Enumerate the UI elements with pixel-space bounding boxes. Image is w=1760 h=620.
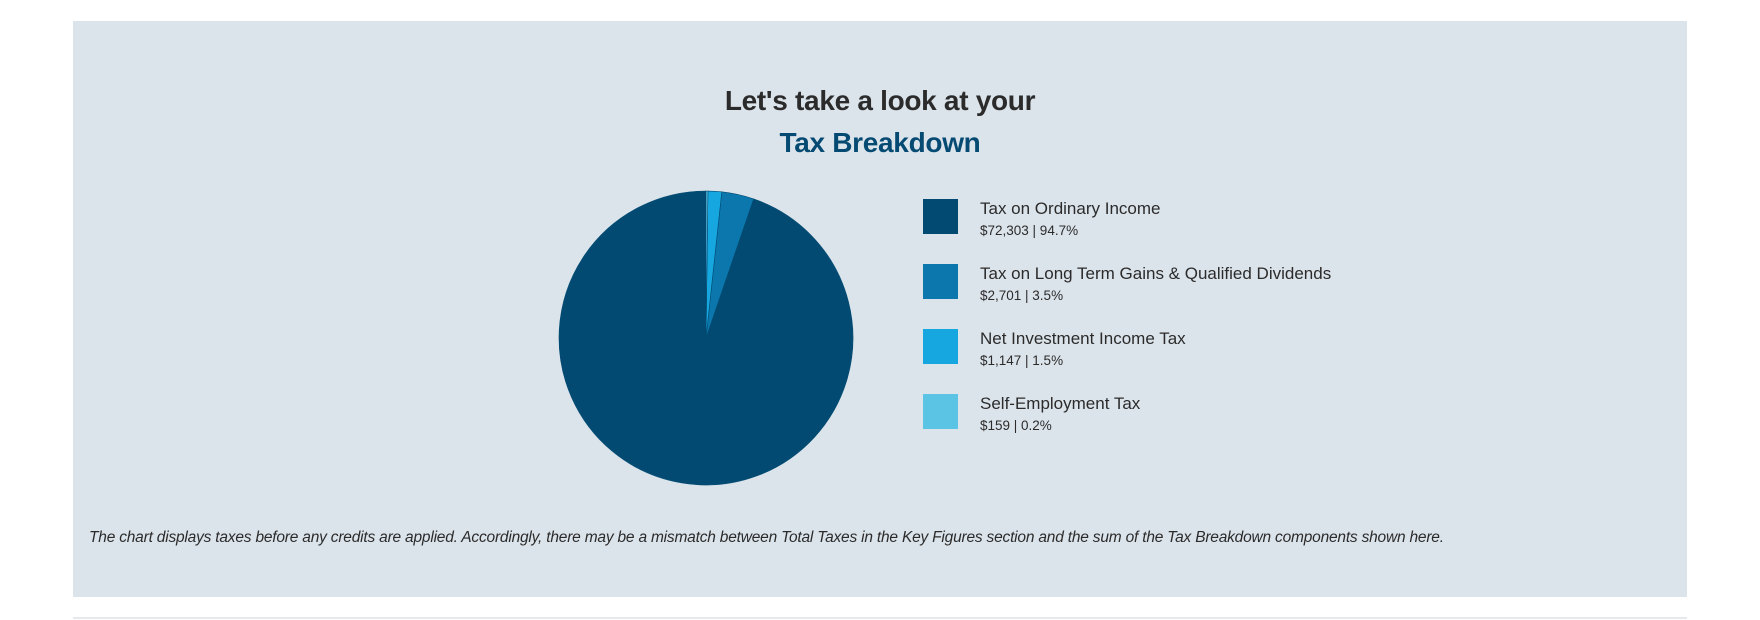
legend-swatch-net-investment-income-tax [923,329,958,364]
legend-value: $2,701 | 3.5% [980,288,1064,303]
title-tax-breakdown: Tax Breakdown [779,127,981,158]
legend-label: Tax on Ordinary Income [980,199,1161,218]
tax-breakdown-pie-chart [558,190,854,486]
legend-value: $72,303 | 94.7% [980,223,1079,238]
legend-swatch-self-employment-tax [923,394,958,429]
legend-swatch-ordinary-income [923,199,958,234]
legend-label: Net Investment Income Tax [980,329,1186,348]
legend-label: Tax on Long Term Gains & Qualified Divid… [980,264,1332,283]
legend-label: Self-Employment Tax [980,394,1141,413]
tax-breakdown-panel: Let's take a look at your Tax Breakdown … [73,21,1687,597]
divider [73,617,1687,619]
pie-slice-self-employment-tax [705,190,709,339]
legend-swatch-long-term-gains [923,264,958,299]
chart-footnote: The chart displays taxes before any cred… [89,529,1444,546]
title-intro: Let's take a look at your [724,85,1036,116]
legend-value: $159 | 0.2% [980,418,1052,433]
legend-value: $1,147 | 1.5% [980,353,1064,368]
